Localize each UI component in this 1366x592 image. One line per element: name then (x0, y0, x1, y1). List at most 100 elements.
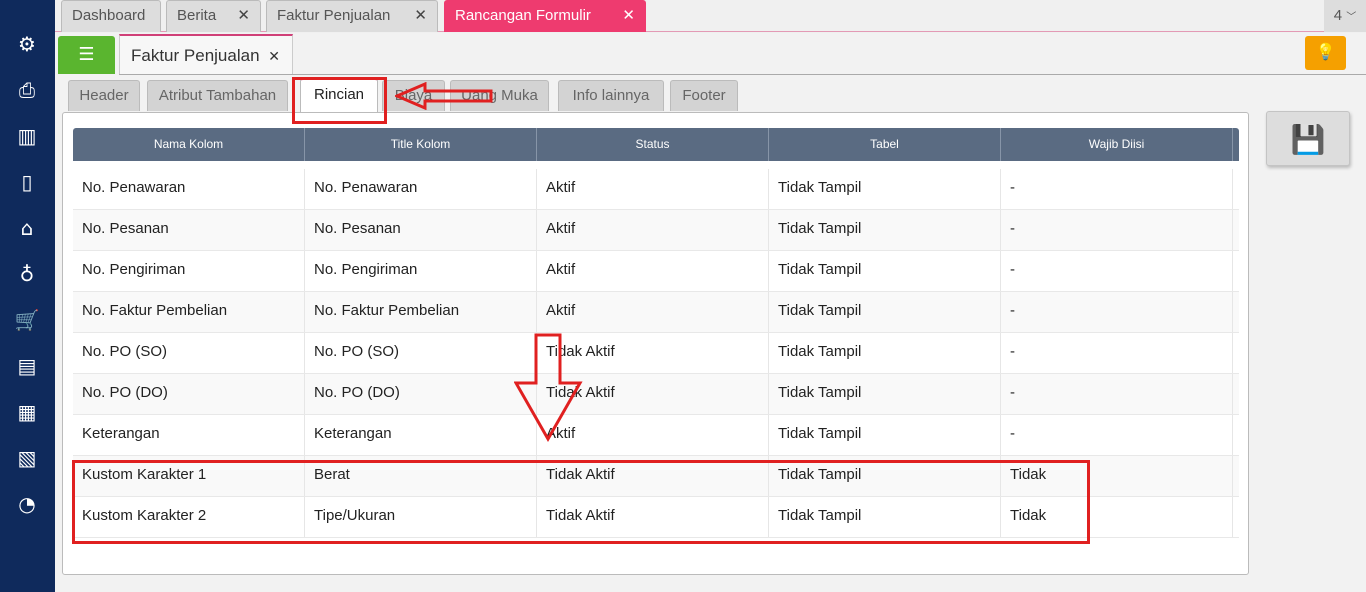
close-icon[interactable]: ✕ (622, 7, 635, 24)
close-icon[interactable]: ✕ (414, 7, 427, 24)
tab-berita[interactable]: Berita ✕ (166, 0, 261, 32)
table-cell: - (1001, 169, 1233, 209)
table-cell: Tidak Tampil (769, 251, 1001, 291)
document-tab-label: Faktur Penjualan (131, 46, 260, 65)
col-tabel[interactable]: Tabel (769, 128, 1001, 161)
table-row[interactable]: No. Pengiriman No. Pengiriman Aktif Tidak T… (73, 251, 1239, 292)
menu-button[interactable]: ☰ (58, 36, 115, 74)
table-cell: - (1001, 415, 1233, 455)
hint-button[interactable]: 💡 (1305, 36, 1346, 70)
top-tab-bar: Dashboard Berita ✕ Faktur Penjualan ✕ Ranc… (55, 0, 1366, 32)
table-cell: Kustom Karakter 2 (73, 497, 305, 537)
table-cell: Tidak Tampil (769, 415, 1001, 455)
factory-icon[interactable]: ▦ (17, 400, 37, 424)
building-icon[interactable]: ▥ (17, 124, 37, 148)
bank-icon[interactable]: ⌂ (20, 216, 34, 240)
subtab-info-lainnya[interactable]: Info lainnya (558, 80, 664, 111)
tab-count-dropdown[interactable]: 4 ﹀ (1324, 0, 1366, 32)
table-cell: Tidak Tampil (769, 374, 1001, 414)
subtab-header[interactable]: Header (68, 80, 140, 111)
table-cell: Aktif (537, 169, 769, 209)
table-cell: Tidak Tampil (769, 210, 1001, 250)
table-row[interactable]: No. PO (DO) No. PO (DO) Tidak Aktif Tidak T… (73, 374, 1239, 415)
gear-icon[interactable]: ⚙ (18, 32, 36, 56)
table-cell: Tidak Tampil (769, 292, 1001, 332)
table-cell: Tidak Aktif (537, 374, 769, 414)
floppy-disk-icon: 💾 (1290, 124, 1326, 155)
annotation-arrow-down (513, 333, 584, 443)
tab-rancangan-formulir[interactable]: Rancangan Formulir ✕ (444, 0, 646, 32)
table-cell: No. PO (DO) (305, 374, 537, 414)
table-row[interactable]: Kustom Karakter 2 Tipe/Ukuran Tidak Aktif T… (73, 497, 1239, 538)
chevron-down-icon: ﹀ (1346, 12, 1357, 23)
money-bag-icon[interactable]: ♁ (19, 262, 35, 286)
table-cell: No. Penawaran (305, 169, 537, 209)
table-cell: Aktif (537, 251, 769, 291)
tab-label: Rancangan Formulir (455, 7, 591, 24)
tab-faktur-penjualan[interactable]: Faktur Penjualan ✕ (266, 0, 438, 32)
book-icon[interactable]: ▯ (21, 170, 33, 194)
table-cell: Tidak Tampil (769, 497, 1001, 537)
col-title-kolom[interactable]: Title Kolom (305, 128, 537, 161)
table-cell: - (1001, 292, 1233, 332)
purchase-icon[interactable]: ▤ (17, 354, 37, 378)
lightbulb-icon: 💡 (1315, 44, 1336, 61)
table-cell: No. Faktur Pembelian (73, 292, 305, 332)
table-cell: Kustom Karakter 1 (73, 456, 305, 496)
table-cell: No. PO (SO) (73, 333, 305, 373)
subtab-footer[interactable]: Footer (670, 80, 738, 111)
table-cell: No. Faktur Pembelian (305, 292, 537, 332)
tab-dashboard[interactable]: Dashboard (61, 0, 161, 32)
table-cell: Keterangan (73, 415, 305, 455)
table-cell: Tidak (1001, 497, 1233, 537)
tab-label: Dashboard (72, 7, 146, 24)
table-cell: No. Pesanan (73, 210, 305, 250)
table-cell: Aktif (537, 210, 769, 250)
table-cell: - (1001, 374, 1233, 414)
cashier-icon[interactable]: ⎙ (19, 78, 35, 102)
table-cell: No. Penawaran (73, 169, 305, 209)
annotation-box-custom-rows (72, 460, 1090, 544)
main-panel: ☰ Faktur Penjualan ✕ 💡 Header Atribut Tam… (55, 33, 1366, 592)
tax-icon[interactable]: ▧ (17, 446, 37, 470)
tab-count: 4 (1333, 7, 1343, 24)
table-row[interactable]: No. Faktur Pembelian No. Faktur Pembelian… (73, 292, 1239, 333)
save-button[interactable]: 💾 (1266, 111, 1350, 166)
table-cell: Tidak (1001, 456, 1233, 496)
table-cell: Tidak Tampil (769, 456, 1001, 496)
subtab-atribut-tambahan[interactable]: Atribut Tambahan (147, 80, 288, 111)
table-cell: - (1001, 210, 1233, 250)
table-cell: Berat (305, 456, 537, 496)
col-wajib-diisi[interactable]: Wajib Diisi (1001, 128, 1233, 161)
list-icon: ☰ (78, 44, 95, 65)
annotation-arrow-left (393, 81, 495, 111)
table-row[interactable]: No. Pesanan No. Pesanan Aktif Tidak Tampil - (73, 210, 1239, 251)
table-cell: No. PO (DO) (73, 374, 305, 414)
document-tab[interactable]: Faktur Penjualan ✕ (119, 34, 293, 75)
table-cell: No. Pengiriman (305, 251, 537, 291)
tab-label: Berita (177, 7, 217, 24)
table-row[interactable]: Keterangan Keterangan Aktif Tidak Tampil - (73, 415, 1239, 456)
table-row[interactable]: No. PO (SO) No. PO (SO) Tidak Aktif Tidak T… (73, 333, 1239, 374)
subtab-rincian[interactable]: Rincian (300, 78, 378, 112)
table-cell: No. PO (SO) (305, 333, 537, 373)
close-icon[interactable]: ✕ (268, 48, 280, 64)
table-row[interactable]: No. Penawaran No. Penawaran Aktif Tidak Tam… (73, 169, 1239, 210)
table-cell: Tidak Aktif (537, 333, 769, 373)
close-icon[interactable]: ✕ (237, 7, 250, 24)
table-cell: - (1001, 251, 1233, 291)
table-cell: No. Pesanan (305, 210, 537, 250)
report-icon[interactable]: ◔ (18, 492, 36, 516)
table-cell: - (1001, 333, 1233, 373)
table-cell: Tipe/Ukuran (305, 497, 537, 537)
col-status[interactable]: Status (537, 128, 769, 161)
table-cell: Keterangan (305, 415, 537, 455)
sidebar: ⚙ ⎙ ▥ ▯ ⌂ ♁ 🛒 ▤ ▦ ▧ ◔ (0, 0, 55, 592)
table-cell: Tidak Aktif (537, 497, 769, 537)
table-cell: Aktif (537, 292, 769, 332)
table-cell: Tidak Tampil (769, 169, 1001, 209)
divider (119, 74, 1366, 75)
cart-icon[interactable]: 🛒 (14, 308, 40, 332)
col-nama-kolom[interactable]: Nama Kolom (73, 128, 305, 161)
table-cell: No. Pengiriman (73, 251, 305, 291)
